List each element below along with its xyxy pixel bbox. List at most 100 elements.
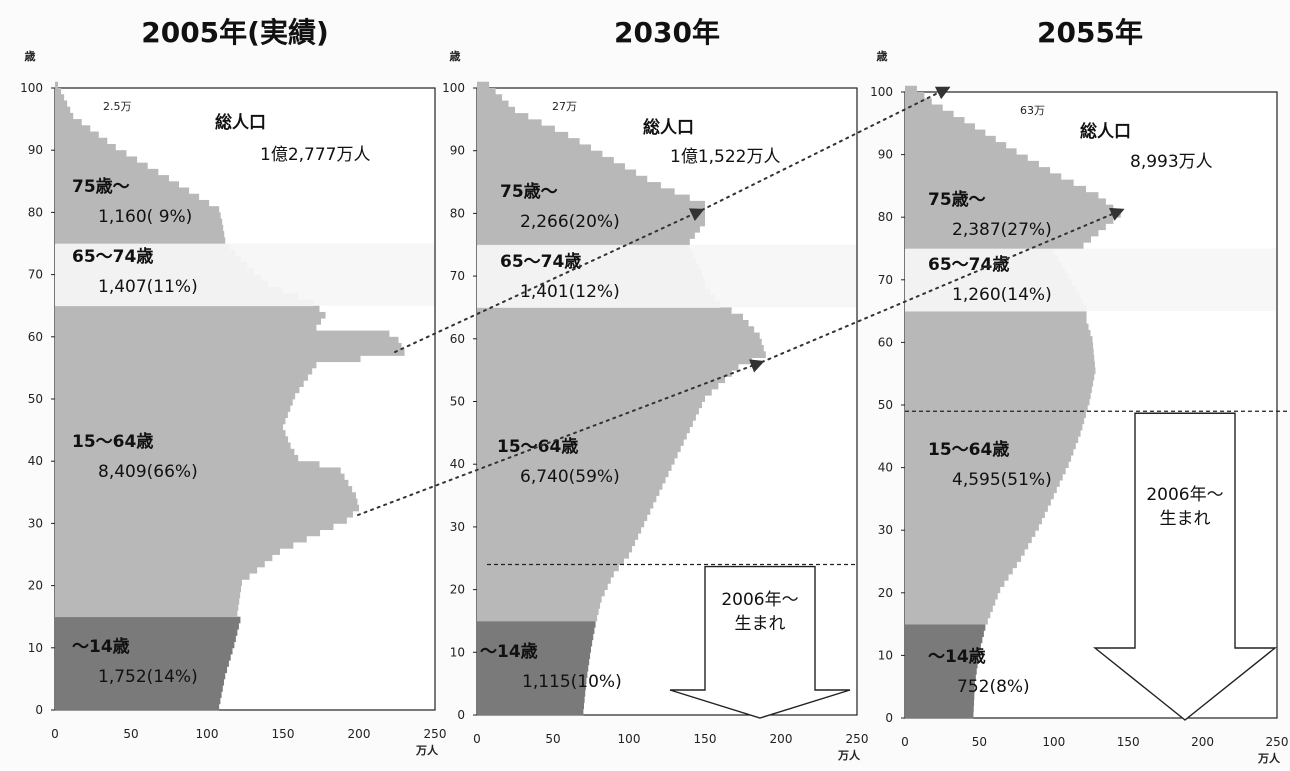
age-bar [905,567,1013,575]
total-population-value: 1億1,522万人 [670,147,780,167]
age-bar [477,489,660,496]
age-bar [477,439,684,446]
age-bar [905,461,1069,468]
total-population-value: 1億2,777万人 [260,145,370,165]
age-bar [55,510,353,518]
age-bar [477,646,591,653]
x-tick-label: 50 [545,732,560,746]
age-bar [55,361,317,369]
age-bar [905,686,975,694]
x-tick-label: 250 [424,727,447,741]
y-tick-label: 70 [450,269,465,283]
x-tick-label: 0 [473,732,481,746]
age-bar [55,125,91,132]
age-bar [477,689,586,697]
age-bar [477,545,633,553]
y-tick-label: 20 [28,579,43,593]
y-tick-label: 10 [878,648,893,662]
age-15-64-value: 4,595(51%) [952,470,1052,490]
age-bar [55,604,239,611]
age-bar [905,680,975,688]
age-bar [477,188,675,195]
age-bar [905,367,1096,375]
age-bar [905,649,980,656]
total-population-label: 総人口 [643,117,694,138]
age-bar [55,454,299,462]
age-bar [905,173,1062,181]
age-bar [905,605,993,612]
y-axis-label: 歳 [877,49,888,63]
age-bar [477,370,732,377]
age-bars [477,81,766,716]
age-bar [55,231,225,238]
oldest-age-note: 27万 [552,100,577,113]
age-bar [477,106,515,114]
age-bar [905,599,996,606]
age-bar [905,204,1114,212]
x-tick-label: 200 [1191,735,1214,749]
age-bar [55,150,127,157]
chart-title: 2030年 [614,16,720,49]
age-bar [477,664,589,672]
age-bar [55,436,289,443]
age-bar [905,480,1060,487]
age-bar [477,388,712,396]
age-bar [477,620,596,628]
age-bar [477,470,669,478]
age-bar [55,175,169,182]
age-65-74-label: 65～74歳 [500,251,581,272]
age-bar [55,554,273,562]
age-bar [905,661,978,669]
age-bar [55,355,361,363]
age-75-plus-label: 75歳～ [72,176,130,197]
y-tick-label: 100 [870,85,893,99]
x-tick-label: 100 [1042,735,1065,749]
y-tick-label: 70 [878,273,893,287]
age-bar [477,225,700,233]
age-bar [55,181,180,188]
age-bar [477,414,696,421]
age-bar [55,119,82,126]
age-bar [905,229,1099,237]
age-bar [905,217,1114,224]
age-bar [905,129,986,137]
age-bar [477,658,590,666]
age-bar [477,200,705,208]
age-bar [477,88,496,95]
age-bar [477,457,675,465]
age-0-14-value: 1,752(14%) [98,667,198,687]
born-after-label-line1: 2006年～ [721,590,798,610]
age-bar [905,536,1032,544]
age-bar [477,696,585,703]
age-bar [905,98,932,105]
age-bar [905,348,1094,356]
age-bar [477,357,753,365]
age-bar [477,708,584,716]
age-bar [905,692,975,700]
y-tick-label: 30 [450,520,465,534]
age-75-plus-label: 75歳～ [928,189,986,210]
age-75-plus-value: 2,387(27%) [952,220,1052,240]
age-bar [905,511,1045,519]
y-tick-label: 90 [28,143,43,157]
age-bar [905,110,954,118]
age-bar [55,566,258,574]
y-axis-label: 歳 [450,49,461,63]
age-bar [55,143,116,151]
age-bar [55,131,99,139]
born-after-arrow [1093,412,1277,721]
age-bar [55,647,233,655]
y-tick-label: 100 [442,81,465,95]
age-bar [477,163,625,170]
age-bar [477,351,766,359]
x-tick-label: 150 [272,727,295,741]
y-tick-label: 0 [885,711,893,725]
total-population-label: 総人口 [1080,121,1131,142]
cohort-arrow [761,207,1125,363]
age-bar [905,423,1083,431]
age-bar [477,376,726,384]
age-bar [477,213,705,221]
age-0-14-label: ～14歳 [480,641,538,662]
